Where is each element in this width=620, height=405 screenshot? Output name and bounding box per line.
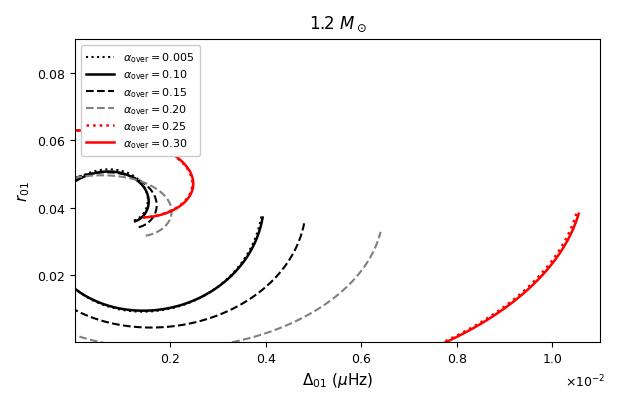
Y-axis label: $r_{01}$: $r_{01}$: [15, 181, 32, 202]
Legend: $\alpha_{\rm over}=0.005$, $\alpha_{\rm over}=0.10$, $\alpha_{\rm over}=0.15$, $: $\alpha_{\rm over}=0.005$, $\alpha_{\rm …: [81, 46, 200, 156]
X-axis label: $\Delta_{01}$ ($\mu$Hz): $\Delta_{01}$ ($\mu$Hz): [302, 371, 373, 390]
Text: $\times10^{-2}$: $\times10^{-2}$: [565, 373, 606, 389]
Title: 1.2 $M_\odot$: 1.2 $M_\odot$: [309, 15, 366, 34]
